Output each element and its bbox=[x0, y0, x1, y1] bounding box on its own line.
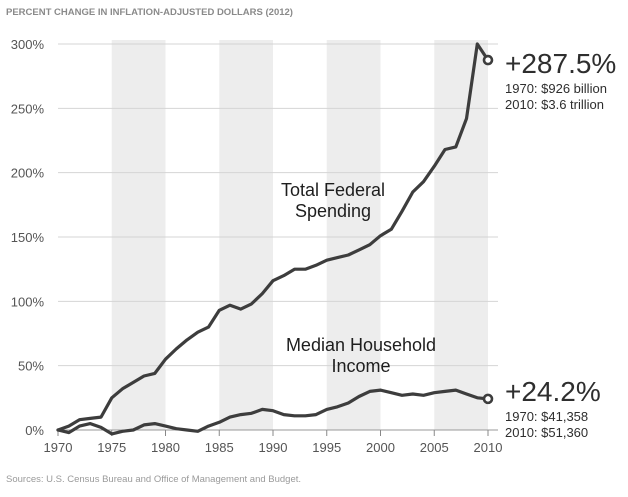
end-note: 1970: $41,358 bbox=[505, 409, 588, 424]
series-label: Total Federal bbox=[281, 180, 385, 200]
series-label: Spending bbox=[295, 201, 371, 221]
background-band bbox=[434, 40, 488, 430]
series-end-marker-0 bbox=[482, 54, 494, 66]
y-tick-label: 250% bbox=[11, 101, 45, 116]
background-band bbox=[111, 40, 166, 430]
source-note: Sources: U.S. Census Bureau and Office o… bbox=[6, 474, 301, 485]
background-band bbox=[326, 40, 381, 430]
x-tick-label: 1995 bbox=[312, 440, 341, 455]
x-tick-label: 1990 bbox=[259, 440, 288, 455]
end-note: 1970: $926 billion bbox=[505, 81, 607, 96]
series-line-0 bbox=[56, 42, 490, 432]
y-tick-label: 100% bbox=[11, 294, 45, 309]
y-tick-label: 200% bbox=[11, 166, 45, 181]
end-note: 2010: $51,360 bbox=[505, 425, 588, 440]
y-tick-label: 50% bbox=[18, 359, 44, 374]
x-tick-label: 1975 bbox=[97, 440, 126, 455]
series-label: Median Household bbox=[286, 335, 436, 355]
series-label: Income bbox=[331, 356, 390, 376]
series-end-marker-1 bbox=[482, 393, 494, 405]
y-axis: 0% 50% 100% 150% 200% 250% 300% bbox=[11, 37, 498, 438]
end-note: 2010: $3.6 trillion bbox=[505, 97, 604, 112]
y-tick-label: 0% bbox=[25, 423, 44, 438]
end-value-label: +287.5% bbox=[505, 48, 616, 79]
x-tick-label: 2000 bbox=[366, 440, 395, 455]
x-tick-label: 2005 bbox=[420, 440, 449, 455]
chart-header: PERCENT CHANGE IN INFLATION-ADJUSTED DOL… bbox=[6, 7, 293, 18]
y-tick-label: 150% bbox=[11, 230, 45, 245]
x-tick-label: 1985 bbox=[205, 440, 234, 455]
x-tick-label: 2010 bbox=[474, 440, 503, 455]
series-lines bbox=[56, 42, 494, 436]
y-tick-label: 300% bbox=[11, 37, 45, 52]
series-line-1 bbox=[56, 388, 490, 436]
x-tick-label: 1970 bbox=[44, 440, 73, 455]
end-value-label: +24.2% bbox=[505, 376, 601, 407]
background-band bbox=[219, 40, 273, 430]
background-bands bbox=[111, 40, 488, 430]
x-tick-label: 1980 bbox=[151, 440, 180, 455]
